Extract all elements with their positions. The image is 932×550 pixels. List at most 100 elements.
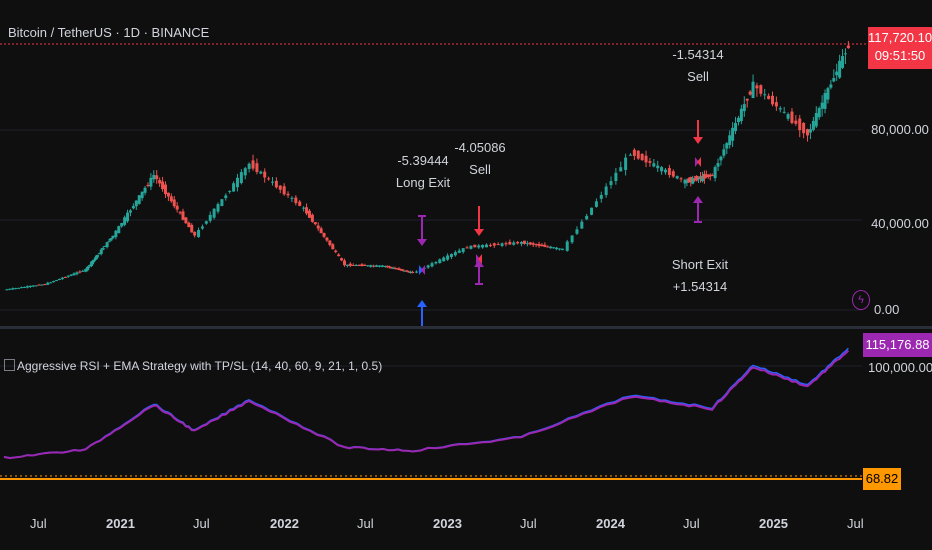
price-candle	[817, 108, 821, 118]
price-candle	[774, 102, 778, 107]
price-candle	[178, 212, 182, 214]
price-candle	[161, 181, 165, 190]
price-candle	[72, 273, 76, 276]
price-candle	[736, 117, 740, 123]
price-candle	[91, 259, 95, 263]
price-candle	[652, 163, 656, 167]
trade-label-value: -1.54314	[672, 47, 724, 62]
price-candle	[399, 268, 403, 271]
price-candle	[239, 172, 243, 184]
price-candle	[481, 244, 485, 248]
price-candle	[624, 157, 628, 170]
price-candle	[310, 214, 314, 222]
price-candle	[453, 252, 457, 256]
price-candle	[702, 173, 706, 179]
time-axis-label: 2024	[596, 516, 625, 531]
price-candle	[348, 263, 352, 266]
price-candle	[43, 284, 47, 286]
last-price-value: 117,720.10	[868, 30, 932, 45]
indicator-axis-label: 100,000.00	[868, 360, 932, 375]
price-candle	[599, 194, 603, 199]
pane-divider[interactable]	[0, 326, 932, 329]
trade-label: -4.05086 Sell	[450, 137, 510, 181]
price-candle	[802, 122, 806, 134]
time-axis-label: Jul	[847, 516, 864, 531]
price-candle	[228, 190, 232, 192]
trade-label-action: Sell	[469, 162, 491, 177]
price-candle	[63, 276, 67, 278]
price-candle	[755, 85, 759, 89]
price-candle	[814, 113, 818, 127]
price-candle	[14, 288, 18, 290]
price-candle	[270, 181, 274, 183]
price-candle	[695, 176, 699, 181]
alert-icon[interactable]: ϟ	[852, 290, 870, 310]
price-candle	[220, 199, 224, 207]
price-candle	[140, 191, 144, 199]
price-candle	[552, 247, 556, 249]
price-candle	[430, 263, 434, 267]
price-candle	[534, 244, 538, 246]
time-axis-label: 2021	[106, 516, 135, 531]
price-candle	[204, 221, 208, 224]
price-candle	[111, 235, 115, 239]
price-candle	[99, 249, 103, 254]
price-candle	[137, 195, 141, 204]
time-axis-label: 2023	[433, 516, 462, 531]
price-candle	[632, 149, 636, 156]
price-candle	[331, 244, 335, 250]
price-candle	[619, 167, 623, 172]
indicator-title[interactable]: Aggressive RSI + EMA Strategy with TP/SL…	[4, 359, 382, 373]
price-candle	[31, 285, 35, 287]
rsi-value-badge: 68.82	[863, 468, 901, 490]
price-candle	[75, 272, 79, 275]
equity-line	[3, 349, 850, 460]
price-candle	[69, 274, 73, 276]
price-candle	[123, 217, 127, 225]
time-axis-label: Jul	[357, 516, 374, 531]
last-price-badge: 117,720.10 09:51:50	[868, 27, 932, 69]
price-candle	[251, 160, 255, 169]
price-candle	[671, 171, 675, 177]
price-candle	[109, 238, 113, 241]
equity-value-badge: 115,176.88	[863, 333, 932, 357]
price-candle	[120, 223, 124, 227]
arrow-up-icon	[474, 260, 484, 267]
price-candle	[689, 177, 693, 183]
price-candle	[748, 91, 752, 95]
price-candle	[387, 266, 391, 268]
price-candle	[200, 226, 204, 229]
price-candle	[594, 201, 598, 207]
price-candle	[449, 253, 453, 258]
price-candle	[820, 102, 824, 109]
price-candle	[811, 120, 815, 130]
arrow-up-icon	[417, 300, 427, 307]
price-candle	[175, 205, 179, 210]
price-candle	[90, 261, 94, 267]
price-candle	[675, 176, 679, 179]
price-candle	[259, 171, 263, 174]
price-candle	[155, 175, 159, 180]
price-candle	[383, 266, 387, 268]
price-candle	[369, 265, 373, 267]
price-candle	[829, 84, 833, 88]
price-candle	[704, 175, 708, 178]
price-candle	[107, 241, 111, 243]
price-candle	[683, 179, 687, 184]
price-candle	[759, 85, 763, 94]
price-candle	[212, 208, 216, 218]
time-axis[interactable]: Jul 2021 Jul 2022 Jul 2023 Jul 2024 Jul …	[0, 508, 932, 550]
price-candle	[224, 195, 228, 199]
price-candle	[713, 167, 717, 179]
price-candle	[745, 98, 749, 101]
price-candle	[414, 271, 418, 273]
price-candle	[22, 286, 26, 288]
price-candle	[328, 240, 332, 246]
price-candle	[771, 95, 775, 105]
price-candle	[512, 242, 516, 245]
time-axis-label: 2022	[270, 516, 299, 531]
price-candle	[660, 167, 664, 172]
trade-label: Short Exit +1.54314	[665, 254, 735, 298]
time-axis-label: Jul	[193, 516, 210, 531]
